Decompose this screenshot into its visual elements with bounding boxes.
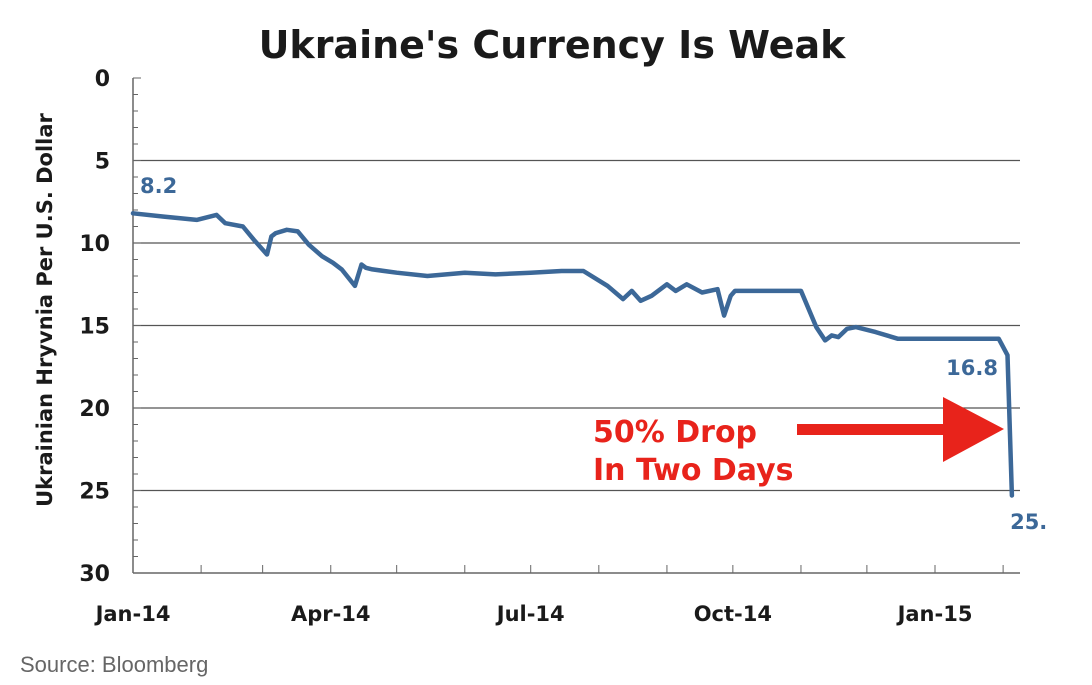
y-tick-label: 25 <box>79 480 110 505</box>
x-tick-label: Jan-15 <box>896 602 973 626</box>
y-tick-label: 20 <box>79 397 110 422</box>
data-label-end: 25.3 <box>1010 510 1048 534</box>
y-tick-label: 5 <box>95 150 110 175</box>
chart-svg: Ukraine's Currency Is Weak 0 5 10 15 20 25 30 Ja… <box>33 23 1048 626</box>
data-label-start: 8.2 <box>140 174 177 198</box>
drop-annotation-line2: In Two Days <box>593 453 794 488</box>
source-note: Source: Bloomberg <box>20 652 209 677</box>
drop-arrow-head <box>943 397 1004 462</box>
x-tick-label: Apr-14 <box>291 602 371 626</box>
y-tick-label: 10 <box>79 232 110 257</box>
y-axis-label: Ukrainian Hryvnia Per U.S. Dollar <box>33 112 57 506</box>
drop-annotation-line1: 50% Drop <box>593 415 757 450</box>
x-tick-label: Jul-14 <box>495 602 565 626</box>
data-label-pre-drop: 16.8 <box>946 356 998 380</box>
chart-title: Ukraine's Currency Is Weak <box>259 23 847 67</box>
chart-panel: Ukraine's Currency Is Weak 0 5 10 15 20 25 30 Ja… <box>33 23 1048 626</box>
y-tick-label: 15 <box>79 315 110 340</box>
drop-arrow-shaft <box>797 424 945 435</box>
x-tick-label: Jan-14 <box>94 602 171 626</box>
y-tick-label: 0 <box>95 67 110 92</box>
series-line <box>130 211 1015 498</box>
x-tick-label: Oct-14 <box>694 602 772 626</box>
y-tick-label: 30 <box>79 562 110 587</box>
